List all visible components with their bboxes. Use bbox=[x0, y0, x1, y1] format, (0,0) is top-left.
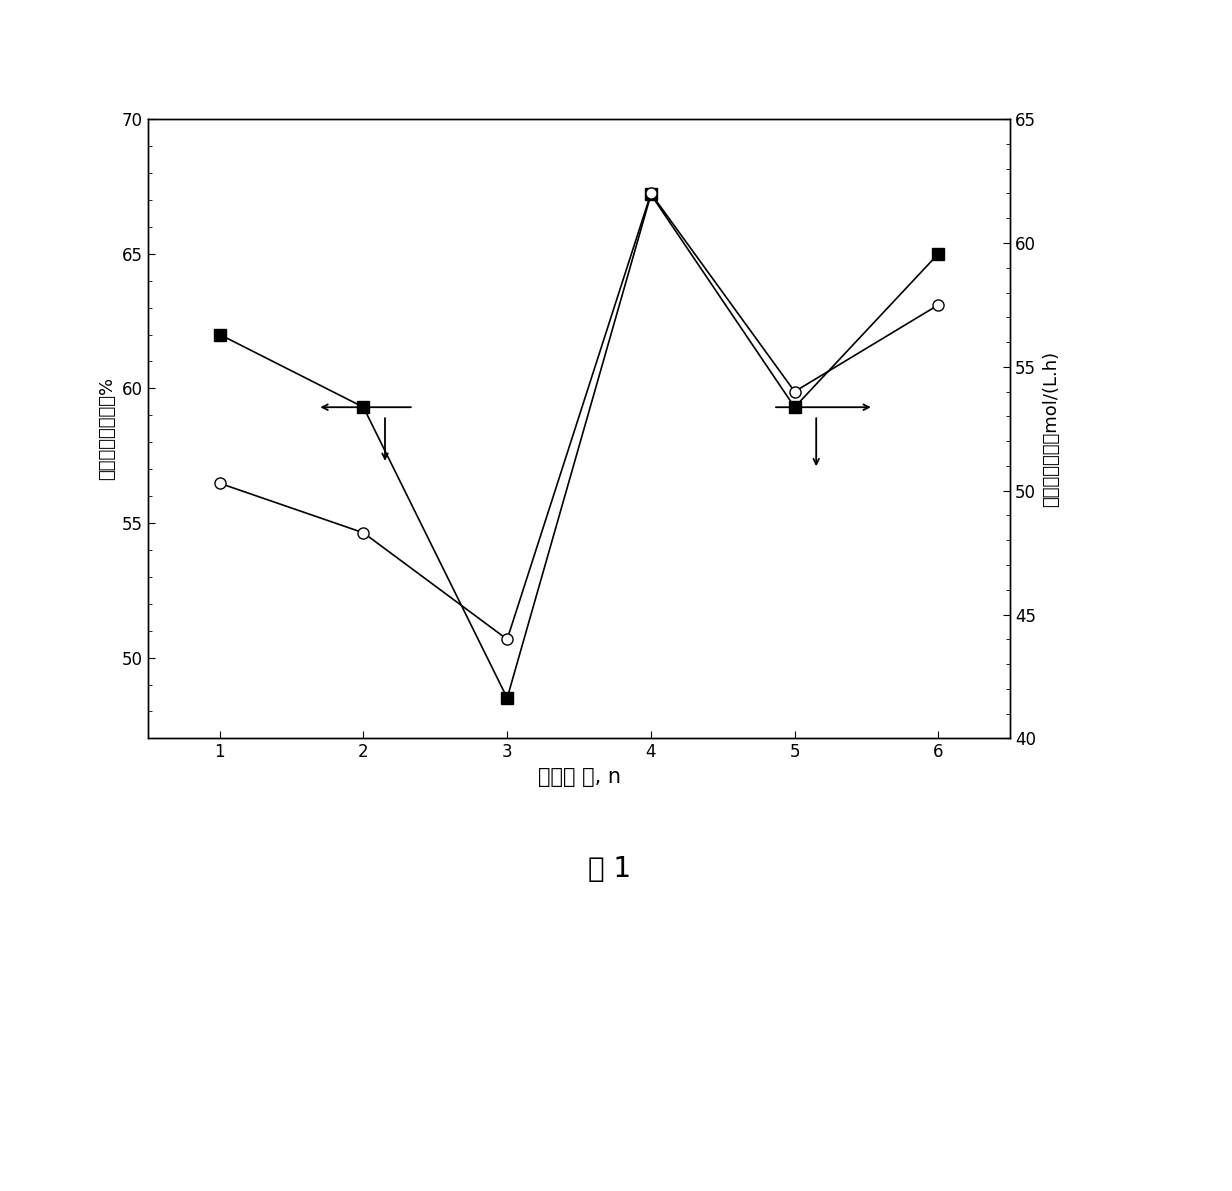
Y-axis label: 醋酸甲酩转化率，%: 醋酸甲酩转化率，% bbox=[99, 378, 116, 480]
Text: 图 1: 图 1 bbox=[588, 855, 632, 884]
Y-axis label: 醋鄐时空收率，mol/(L.h): 醋鄐时空收率，mol/(L.h) bbox=[1042, 350, 1060, 507]
X-axis label: 实验组 号, n: 实验组 号, n bbox=[537, 767, 621, 787]
